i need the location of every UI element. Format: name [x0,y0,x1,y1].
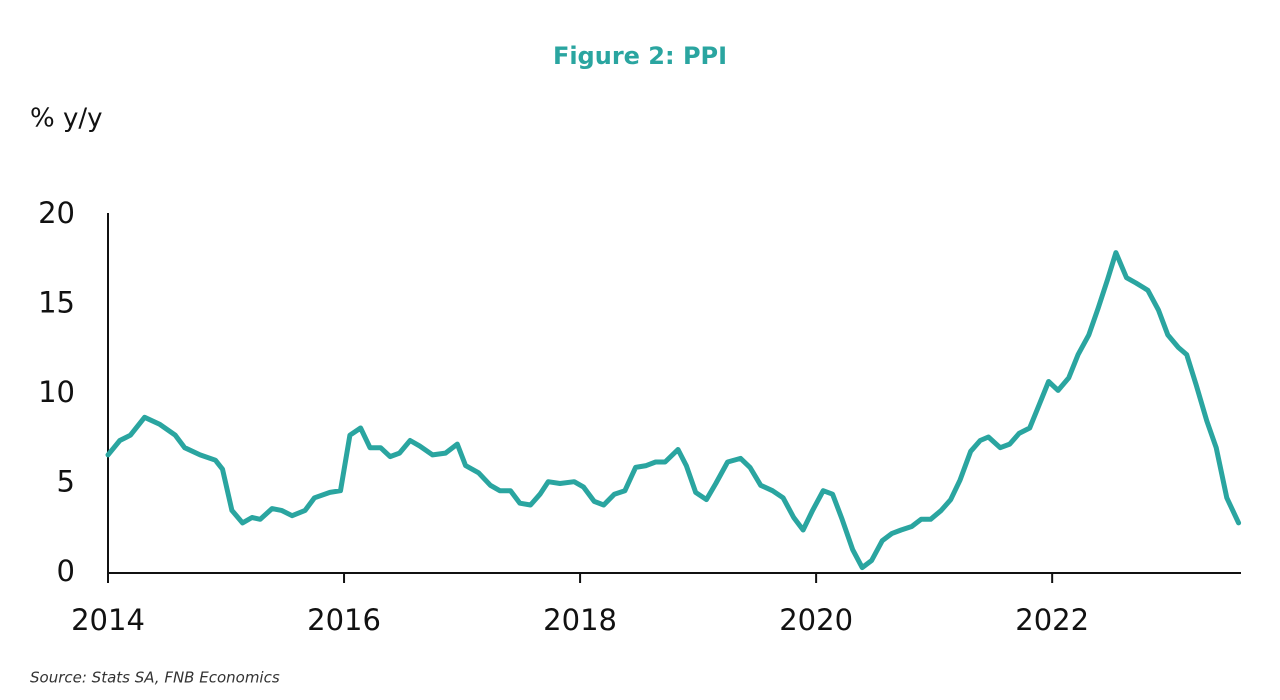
x-tick-label: 2014 [71,603,145,637]
y-tick-label: 20 [38,196,75,230]
data-line [105,250,1242,571]
y-tick-label: 0 [57,554,75,588]
source-note: Source: Stats SA, FNB Economics [30,669,280,687]
y-axis-label: % y/y [30,104,103,134]
x-tick-label: 2016 [307,603,381,637]
y-tick-label: 10 [38,375,75,409]
y-tick-label: 5 [57,465,75,499]
x-tick-label: 2020 [779,603,853,637]
x-tick-label: 2018 [543,603,617,637]
chart-title: Figure 2: PPI [553,42,727,70]
y-tick-label: 15 [38,286,75,320]
x-tick-label: 2022 [1015,603,1089,637]
